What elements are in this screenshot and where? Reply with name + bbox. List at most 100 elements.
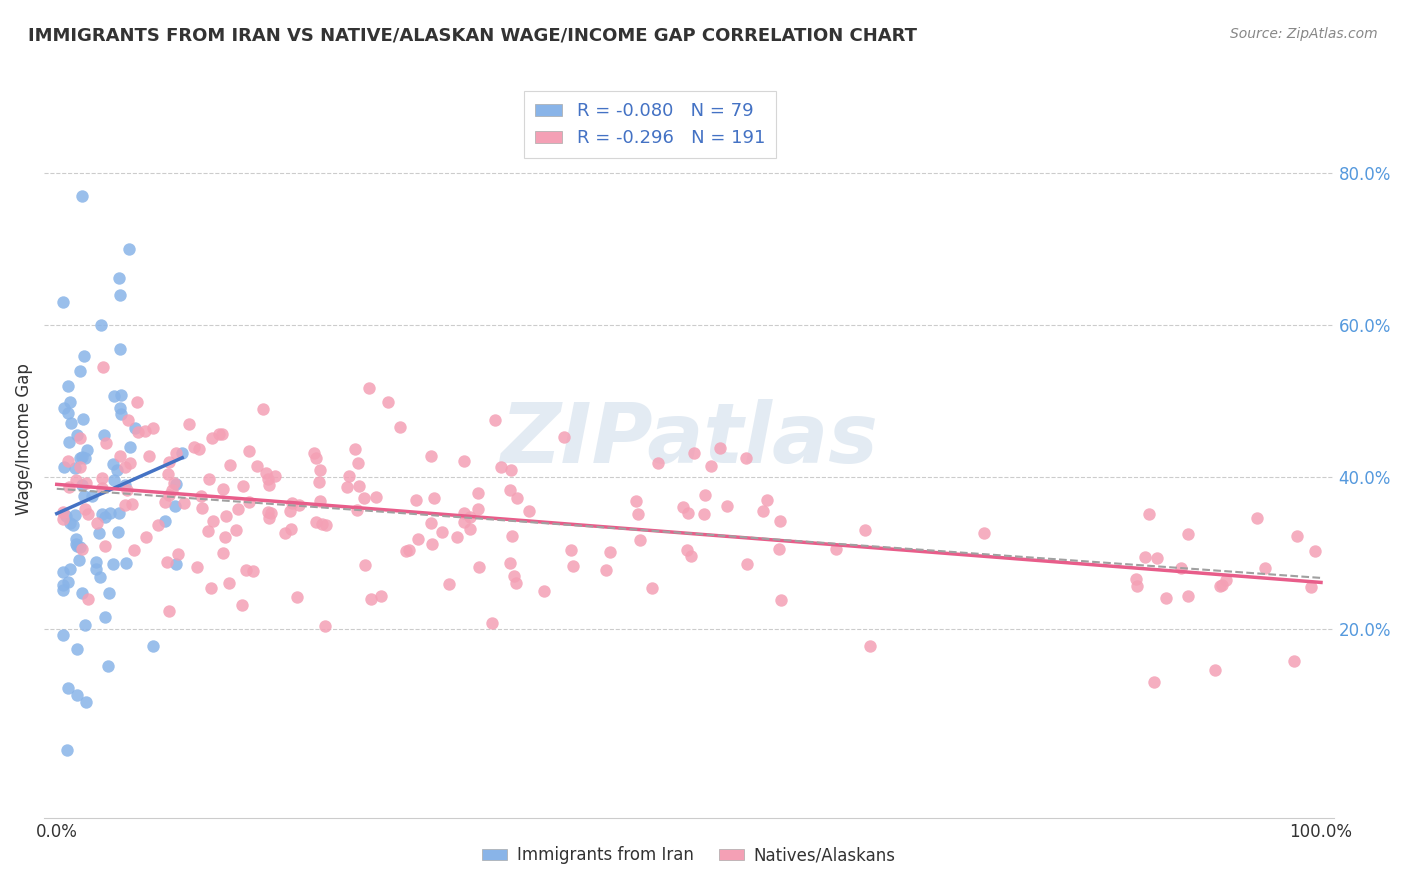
- Point: [191, 501, 214, 516]
- Point: [172, 445, 194, 459]
- Point: [56, 574, 79, 589]
- Point: [309, 493, 332, 508]
- Point: [285, 590, 308, 604]
- Point: [235, 563, 257, 577]
- Point: [65, 427, 87, 442]
- Point: [246, 458, 269, 473]
- Point: [458, 522, 481, 536]
- Point: [1299, 580, 1322, 594]
- Point: [124, 421, 146, 435]
- Point: [167, 547, 190, 561]
- Point: [157, 488, 180, 502]
- Point: [55, 508, 77, 523]
- Point: [628, 533, 651, 548]
- Point: [263, 469, 285, 483]
- Point: [499, 483, 522, 497]
- Point: [489, 460, 512, 475]
- Point: [165, 499, 187, 513]
- Point: [72, 478, 94, 492]
- Point: [97, 658, 120, 673]
- Point: [1246, 511, 1268, 525]
- Point: [700, 458, 723, 473]
- Point: [69, 450, 91, 465]
- Point: [752, 504, 775, 518]
- Point: [423, 491, 446, 505]
- Point: [624, 494, 647, 508]
- Point: [56, 379, 79, 393]
- Point: [56, 681, 79, 695]
- Point: [173, 495, 195, 509]
- Point: [1286, 529, 1309, 543]
- Point: [647, 456, 669, 470]
- Point: [337, 468, 360, 483]
- Point: [259, 478, 281, 492]
- Point: [52, 295, 75, 310]
- Point: [973, 526, 995, 541]
- Point: [502, 569, 524, 583]
- Point: [73, 617, 96, 632]
- Point: [114, 478, 136, 492]
- Point: [314, 619, 336, 633]
- Point: [225, 523, 247, 537]
- Point: [346, 503, 368, 517]
- Point: [107, 507, 129, 521]
- Point: [114, 459, 136, 474]
- Point: [103, 557, 125, 571]
- Point: [58, 406, 80, 420]
- Point: [453, 454, 475, 468]
- Point: [218, 575, 240, 590]
- Point: [62, 517, 84, 532]
- Point: [259, 506, 281, 520]
- Legend: R = -0.080   N = 79, R = -0.296   N = 191: R = -0.080 N = 79, R = -0.296 N = 191: [524, 91, 776, 158]
- Point: [274, 526, 297, 541]
- Point: [215, 509, 238, 524]
- Point: [430, 524, 453, 539]
- Point: [72, 349, 94, 363]
- Point: [201, 431, 224, 445]
- Point: [467, 486, 489, 500]
- Point: [256, 471, 278, 485]
- Point: [641, 581, 664, 595]
- Point: [288, 498, 311, 512]
- Point: [65, 532, 87, 546]
- Point: [90, 481, 112, 495]
- Point: [1125, 572, 1147, 586]
- Point: [157, 604, 180, 618]
- Point: [311, 517, 333, 532]
- Point: [142, 639, 165, 653]
- Point: [200, 581, 222, 595]
- Point: [165, 557, 187, 571]
- Point: [108, 401, 131, 415]
- Point: [825, 541, 848, 556]
- Point: [769, 592, 792, 607]
- Point: [84, 562, 107, 576]
- Point: [91, 508, 114, 522]
- Point: [405, 493, 427, 508]
- Point: [1137, 507, 1160, 521]
- Point: [59, 416, 82, 430]
- Point: [53, 401, 76, 415]
- Point: [55, 743, 77, 757]
- Point: [66, 539, 89, 553]
- Point: [69, 431, 91, 445]
- Point: [1177, 527, 1199, 541]
- Point: [302, 445, 325, 459]
- Point: [453, 515, 475, 529]
- Point: [364, 491, 387, 505]
- Point: [505, 576, 527, 591]
- Point: [107, 525, 129, 540]
- Point: [562, 558, 585, 573]
- Point: [153, 515, 176, 529]
- Point: [252, 401, 274, 416]
- Point: [65, 688, 87, 702]
- Point: [53, 459, 76, 474]
- Point: [769, 514, 792, 528]
- Point: [114, 499, 136, 513]
- Point: [1204, 663, 1226, 677]
- Point: [72, 586, 94, 600]
- Point: [231, 599, 253, 613]
- Point: [63, 461, 86, 475]
- Point: [257, 510, 280, 524]
- Point: [117, 413, 139, 427]
- Point: [1282, 654, 1305, 668]
